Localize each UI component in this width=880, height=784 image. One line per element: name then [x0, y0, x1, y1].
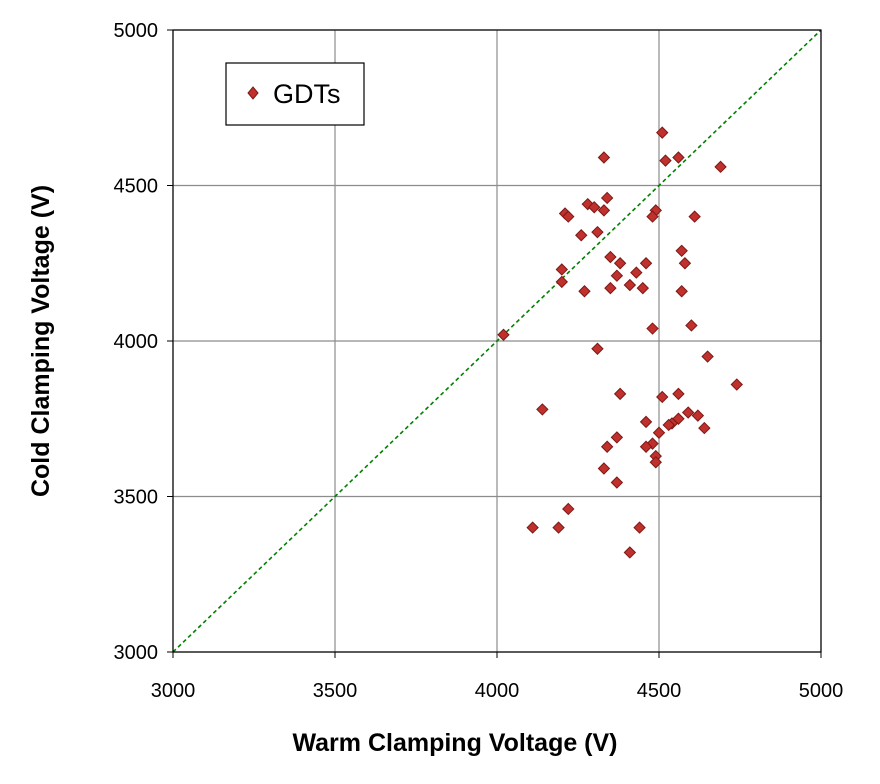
x-tick-label-4: 5000	[799, 680, 844, 702]
x-tick-label-1: 3500	[313, 680, 358, 702]
data-point-3	[659, 154, 672, 167]
x-tick-label-3: 4500	[637, 680, 682, 702]
data-point-50	[600, 440, 614, 453]
y-tick-label-3: 4500	[114, 176, 159, 198]
data-point-26	[623, 278, 637, 292]
legend-label: GDTs	[273, 79, 341, 109]
data-point-46	[698, 421, 711, 435]
data-point-48	[610, 431, 624, 444]
data-point-23	[630, 266, 643, 279]
y-tick-label-1: 3500	[114, 487, 159, 509]
data-point-47	[652, 426, 666, 439]
data-point-15	[591, 225, 604, 239]
data-point-20	[613, 257, 627, 270]
reference-line-group	[172, 29, 822, 653]
data-point-35	[730, 378, 743, 391]
data-point-8	[587, 201, 601, 214]
data-point-18	[604, 250, 617, 264]
data-point-0	[497, 328, 510, 341]
data-point-14	[688, 210, 701, 223]
reference-line-y-equals-x	[172, 29, 822, 653]
data-point-12	[562, 210, 575, 223]
legend: GDTs	[225, 62, 365, 126]
data-point-34	[701, 350, 714, 363]
data-point-29	[578, 285, 591, 298]
y-axis-ticks: 3000 3500 4000 4500 5000	[114, 20, 173, 664]
data-point-2	[597, 151, 611, 164]
data-point-24	[610, 269, 624, 282]
data-point-45	[662, 418, 675, 432]
data-point-33	[591, 342, 604, 355]
data-point-30	[675, 285, 688, 298]
data-point-32	[646, 322, 659, 335]
data-point-13	[646, 210, 659, 223]
y-tick-label-4: 5000	[114, 20, 159, 42]
data-point-41	[691, 409, 705, 422]
data-point-40	[681, 406, 695, 419]
data-point-6	[600, 191, 614, 205]
data-point-44	[639, 415, 653, 429]
data-point-38	[672, 387, 685, 401]
x-axis-ticks: 3000 3500 4000 4500 5000	[151, 652, 844, 702]
data-point-25	[555, 275, 569, 289]
data-point-28	[604, 281, 617, 295]
data-point-39	[536, 403, 549, 416]
x-tick-label-2: 4000	[475, 680, 520, 702]
data-point-9	[597, 204, 611, 217]
data-point-55	[610, 476, 624, 489]
x-axis-title: Warm Clamping Voltage (V)	[292, 729, 617, 757]
data-point-53	[649, 456, 662, 469]
data-point-36	[613, 387, 627, 401]
data-point-56	[562, 502, 575, 516]
data-point-54	[597, 462, 611, 475]
data-point-51	[639, 440, 653, 453]
data-point-37	[656, 390, 669, 404]
data-point-4	[672, 151, 685, 164]
y-axis-title: Cold Clamping Voltage (V)	[27, 185, 55, 497]
data-point-27	[636, 281, 650, 295]
data-point-59	[633, 521, 646, 534]
data-point-31	[685, 319, 698, 332]
legend-marker-icon	[247, 86, 259, 100]
data-point-57	[526, 521, 539, 534]
data-point-58	[552, 521, 565, 534]
data-point-22	[555, 263, 569, 276]
data-point-1	[656, 126, 669, 139]
x-tick-label-0: 3000	[151, 680, 196, 702]
data-point-21	[639, 257, 653, 270]
data-point-60	[623, 546, 637, 559]
data-point-17	[675, 244, 688, 258]
y-tick-label-0: 3000	[114, 642, 159, 664]
data-point-16	[575, 229, 588, 242]
data-point-5	[714, 160, 727, 174]
data-points	[497, 126, 743, 559]
data-point-19	[678, 257, 692, 270]
y-tick-label-2: 4000	[114, 331, 159, 353]
